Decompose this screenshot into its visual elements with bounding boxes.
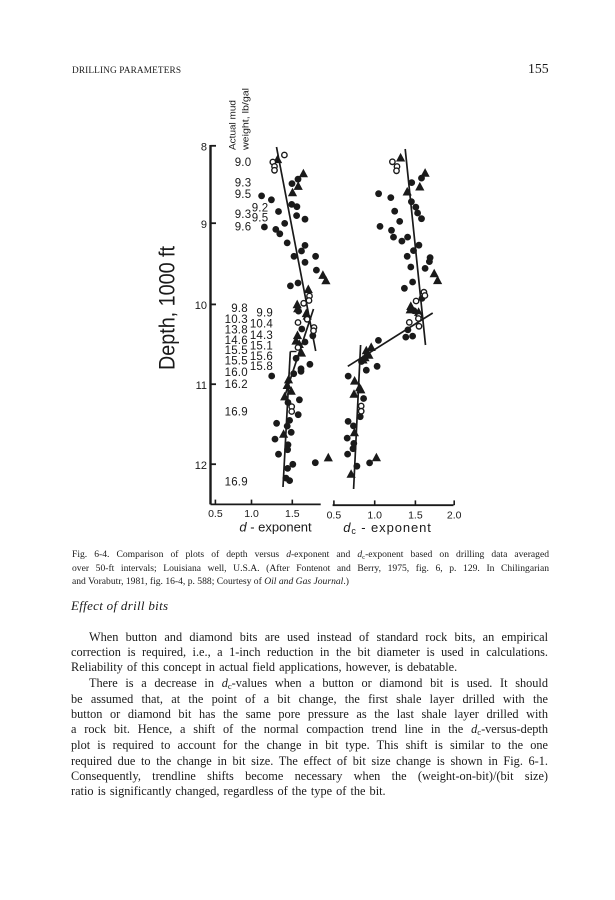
svg-text:9.2: 9.2 bbox=[252, 203, 269, 215]
svg-text:Depth, 1000 ft: Depth, 1000 ft bbox=[155, 246, 180, 370]
svg-text:2.0: 2.0 bbox=[447, 509, 462, 521]
svg-text:9.3: 9.3 bbox=[235, 177, 252, 189]
svg-text:15.5: 15.5 bbox=[225, 345, 248, 357]
svg-text:Actual mud: Actual mud bbox=[228, 100, 239, 150]
svg-text:9: 9 bbox=[201, 219, 207, 231]
svg-text:14.6: 14.6 bbox=[225, 335, 248, 347]
svg-text:9.9: 9.9 bbox=[256, 308, 273, 320]
svg-text:16.0: 16.0 bbox=[225, 367, 248, 379]
svg-text:9.5: 9.5 bbox=[235, 189, 252, 201]
svg-text:9.6: 9.6 bbox=[235, 222, 252, 234]
svg-text:16.9: 16.9 bbox=[225, 476, 248, 488]
svg-text:9.5: 9.5 bbox=[252, 213, 269, 225]
svg-text:16.9: 16.9 bbox=[225, 407, 248, 419]
svg-text:9.3: 9.3 bbox=[235, 209, 252, 221]
svg-text:15.8: 15.8 bbox=[250, 361, 273, 373]
svg-text:15.6: 15.6 bbox=[250, 351, 273, 363]
svg-text:10.4: 10.4 bbox=[250, 319, 274, 331]
svg-text:1.5: 1.5 bbox=[408, 509, 423, 521]
svg-text:8: 8 bbox=[201, 142, 207, 154]
svg-text:15.5: 15.5 bbox=[225, 356, 248, 368]
svg-text:0.5: 0.5 bbox=[327, 509, 342, 521]
svg-text:12: 12 bbox=[195, 460, 207, 472]
svg-text:9.0: 9.0 bbox=[235, 157, 252, 169]
svg-text:weight, lb/gal: weight, lb/gal bbox=[241, 88, 252, 151]
svg-text:1.0: 1.0 bbox=[367, 509, 382, 521]
svg-text:d - exponent: d - exponent bbox=[239, 520, 312, 535]
svg-text:14.3: 14.3 bbox=[250, 330, 273, 342]
svg-text:9.8: 9.8 bbox=[231, 303, 248, 315]
svg-text:1.5: 1.5 bbox=[285, 508, 300, 520]
svg-text:16.2: 16.2 bbox=[225, 379, 248, 391]
svg-text:0.5: 0.5 bbox=[208, 508, 223, 520]
svg-text:1.0: 1.0 bbox=[244, 508, 259, 520]
svg-text:15.1: 15.1 bbox=[250, 341, 273, 353]
svg-text:10.3: 10.3 bbox=[225, 314, 248, 326]
svg-text:10: 10 bbox=[195, 300, 207, 312]
svg-text:13.8: 13.8 bbox=[225, 325, 248, 337]
svg-text:dc - exponent: dc - exponent bbox=[343, 520, 432, 536]
svg-text:11: 11 bbox=[196, 380, 207, 392]
